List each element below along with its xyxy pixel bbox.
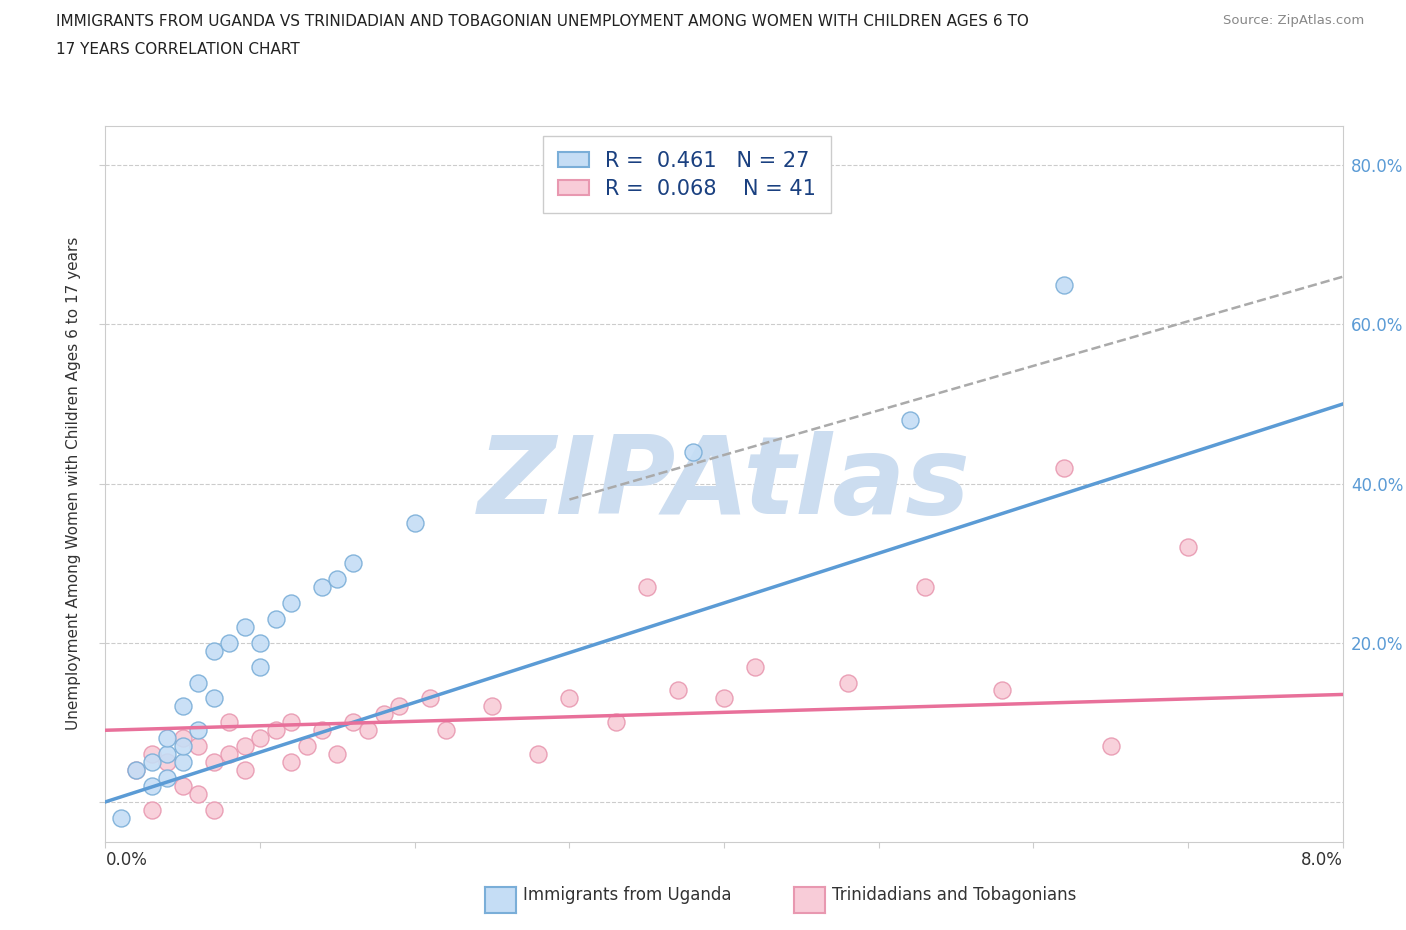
Text: Trinidadians and Tobagonians: Trinidadians and Tobagonians xyxy=(832,885,1077,904)
Point xyxy=(1177,539,1199,554)
Point xyxy=(233,763,256,777)
Point xyxy=(527,747,550,762)
Point xyxy=(558,691,581,706)
Point xyxy=(342,715,364,730)
Point xyxy=(249,635,271,650)
Point xyxy=(141,803,163,817)
Point xyxy=(110,810,132,825)
Point xyxy=(233,738,256,753)
Point xyxy=(202,803,225,817)
Point xyxy=(280,754,302,769)
Point xyxy=(666,683,689,698)
Point xyxy=(636,579,658,594)
Point xyxy=(744,659,766,674)
Point xyxy=(249,659,271,674)
Point xyxy=(172,699,194,714)
Point xyxy=(682,445,704,459)
Point xyxy=(187,738,209,753)
Point xyxy=(311,579,333,594)
Text: Immigrants from Uganda: Immigrants from Uganda xyxy=(523,885,731,904)
Text: IMMIGRANTS FROM UGANDA VS TRINIDADIAN AND TOBAGONIAN UNEMPLOYMENT AMONG WOMEN WI: IMMIGRANTS FROM UGANDA VS TRINIDADIAN AN… xyxy=(56,14,1029,29)
Point xyxy=(419,691,441,706)
Point xyxy=(434,723,457,737)
Y-axis label: Unemployment Among Women with Children Ages 6 to 17 years: Unemployment Among Women with Children A… xyxy=(66,237,82,730)
Point xyxy=(357,723,380,737)
Point xyxy=(713,691,735,706)
Point xyxy=(404,516,426,531)
Text: 17 YEARS CORRELATION CHART: 17 YEARS CORRELATION CHART xyxy=(56,42,299,57)
Point xyxy=(280,715,302,730)
Point xyxy=(125,763,148,777)
Point xyxy=(202,691,225,706)
Point xyxy=(172,778,194,793)
Point xyxy=(156,754,179,769)
Point xyxy=(172,731,194,746)
Point xyxy=(156,731,179,746)
Point xyxy=(605,715,627,730)
Point xyxy=(141,778,163,793)
Text: 8.0%: 8.0% xyxy=(1301,851,1343,869)
Point xyxy=(914,579,936,594)
Point xyxy=(326,747,349,762)
Point xyxy=(218,715,240,730)
Text: ZIPAtlas: ZIPAtlas xyxy=(478,431,970,537)
Point xyxy=(202,644,225,658)
Point xyxy=(264,611,287,626)
Point xyxy=(233,619,256,634)
Point xyxy=(218,747,240,762)
Point xyxy=(898,413,921,428)
Text: Source: ZipAtlas.com: Source: ZipAtlas.com xyxy=(1223,14,1364,27)
Point xyxy=(202,754,225,769)
Point xyxy=(156,747,179,762)
Point xyxy=(172,754,194,769)
Point xyxy=(187,723,209,737)
Point xyxy=(156,771,179,786)
Point xyxy=(388,699,411,714)
Point xyxy=(187,787,209,802)
Point xyxy=(1053,277,1076,292)
Point xyxy=(481,699,503,714)
Point xyxy=(837,675,859,690)
Point xyxy=(218,635,240,650)
Text: 0.0%: 0.0% xyxy=(105,851,148,869)
Point xyxy=(141,754,163,769)
Point xyxy=(172,738,194,753)
Point xyxy=(342,556,364,571)
Point xyxy=(326,572,349,587)
Point xyxy=(1053,460,1076,475)
Point xyxy=(141,747,163,762)
Point xyxy=(1099,738,1122,753)
Point xyxy=(280,595,302,610)
Point xyxy=(249,731,271,746)
Point xyxy=(125,763,148,777)
Point xyxy=(311,723,333,737)
Point xyxy=(187,675,209,690)
Point xyxy=(373,707,395,722)
Point xyxy=(991,683,1014,698)
Point xyxy=(264,723,287,737)
Point xyxy=(295,738,318,753)
Legend: R =  0.461   N = 27, R =  0.068    N = 41: R = 0.461 N = 27, R = 0.068 N = 41 xyxy=(543,136,831,214)
